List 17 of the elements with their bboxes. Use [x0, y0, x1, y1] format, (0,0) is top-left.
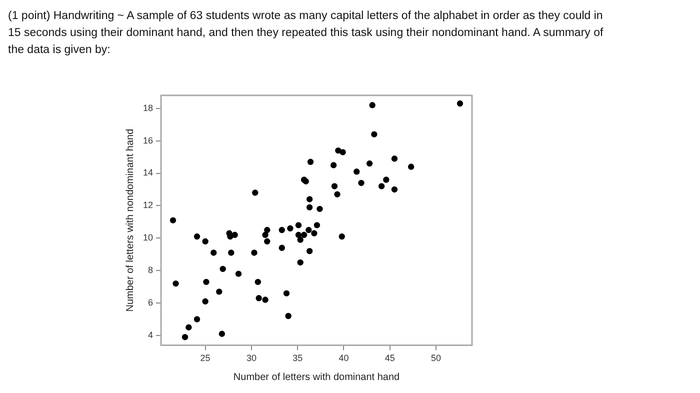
x-tick-label: 45: [384, 353, 395, 364]
x-tick-label: 25: [200, 353, 210, 364]
y-tick-label: 18: [142, 102, 154, 113]
x-tick-label: 40: [338, 353, 349, 364]
x-tick-label: 50: [431, 353, 442, 364]
y-tick-label: 8: [148, 265, 154, 276]
y-tick-label: 10: [142, 232, 154, 243]
y-tick-label: 14: [142, 168, 154, 178]
y-tick-label: 6: [148, 298, 154, 308]
chart-title: (1 point) Handwriting ~ A sample of 63 students wrote as many capital letters of the alphabet in order as they could in 15 seconds using their dominant hand, and then they repeated this task using their nondominant hand. A summary of the data is given by:: [8, 9, 604, 58]
x-axis-title: Number of letters with dominant hand: [233, 372, 400, 383]
y-tick-label: 12: [142, 200, 154, 210]
y-axis-title: Number of letters with nondominant hand: [124, 128, 136, 312]
y-tick-label: 16: [142, 135, 154, 146]
x-tick-label: 35: [292, 353, 303, 364]
y-tick-label: 4: [148, 330, 154, 340]
x-tick-label: 30: [246, 353, 256, 364]
